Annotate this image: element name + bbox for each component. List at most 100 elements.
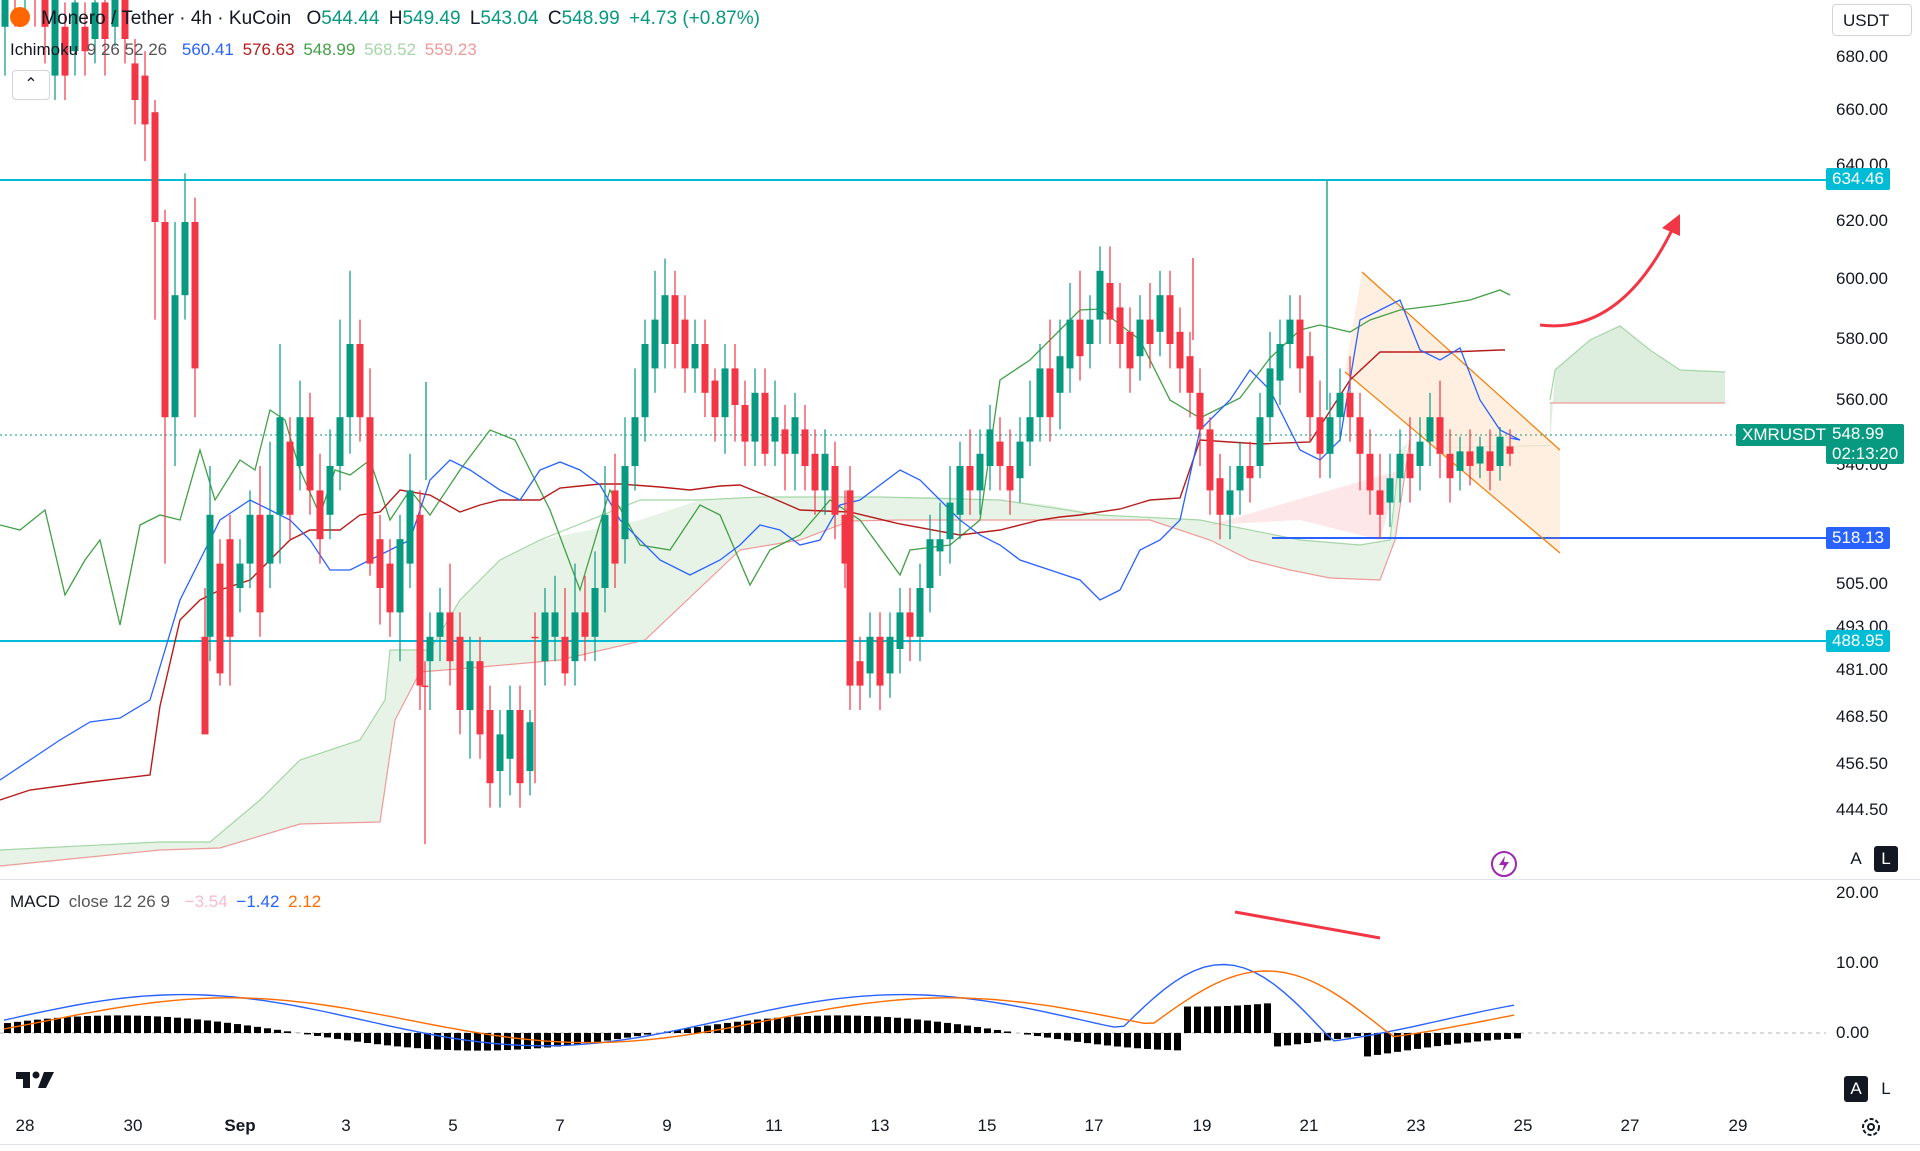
bottom-border: [0, 1144, 1920, 1145]
chikou-span: [0, 289, 1511, 626]
candle: [926, 539, 934, 588]
macd-histogram-bar: [574, 1033, 581, 1045]
candle: [641, 344, 649, 418]
currency-selector[interactable]: USDT: [1832, 4, 1912, 36]
macd-histogram-bar: [494, 1033, 501, 1051]
macd-histogram-bar: [504, 1033, 511, 1051]
gear-icon[interactable]: [1860, 1116, 1882, 1138]
macd-histogram-bar: [1284, 1033, 1291, 1046]
senkou-span-b: [644, 439, 1411, 641]
candle: [366, 417, 374, 564]
candle: [1316, 417, 1324, 454]
macd-histogram-bar: [994, 1029, 1001, 1033]
macd-histogram-bar: [1104, 1033, 1111, 1046]
candle: [821, 453, 829, 491]
candle: [1016, 441, 1024, 479]
macd-auto-button[interactable]: A: [1844, 1076, 1868, 1102]
macd-histogram-bar: [1444, 1033, 1451, 1045]
candle: [266, 514, 274, 564]
macd-histogram-bar: [24, 1020, 31, 1033]
candle: [781, 429, 789, 454]
candle: [506, 710, 514, 759]
ichimoku-value: 559.23: [424, 40, 477, 59]
macd-log-button[interactable]: L: [1881, 1079, 1891, 1098]
macd-histogram-bar: [1074, 1033, 1081, 1042]
candle: [856, 661, 864, 686]
candle: [906, 612, 914, 637]
candle: [886, 636, 894, 674]
macd-axis-label: 20.00: [1836, 883, 1879, 902]
macd-histogram-bar: [1394, 1033, 1401, 1052]
candle: [541, 612, 549, 662]
auto-scale-button[interactable]: A: [1850, 849, 1862, 868]
candle: [316, 490, 324, 540]
candle: [446, 612, 454, 662]
candle: [151, 112, 159, 222]
time-axis-label: 30: [123, 1116, 143, 1135]
kijun-sen: [0, 349, 1505, 801]
ichimoku-legend[interactable]: Ichimoku 9 26 52 26 560.41 576.63 548.99…: [10, 40, 481, 60]
candle: [1046, 368, 1054, 418]
macd-histogram-bar: [594, 1033, 601, 1042]
macd-histogram-bar: [644, 1033, 651, 1035]
macd-histogram-bar: [164, 1016, 171, 1033]
candle: [1496, 436, 1504, 466]
candle: [916, 588, 924, 637]
collapse-legend-button[interactable]: ⌃: [12, 70, 50, 100]
macd-histogram-bar: [694, 1027, 701, 1033]
candle: [1476, 446, 1484, 464]
ohlc-low-key: L: [469, 8, 481, 29]
macd-histogram-bar: [824, 1015, 831, 1033]
macd-histogram-bar: [124, 1015, 131, 1033]
time-axis-label: 9: [662, 1116, 672, 1135]
macd-histogram-bar: [344, 1033, 351, 1041]
candle: [1176, 331, 1184, 369]
macd-histogram-bar: [1024, 1033, 1031, 1035]
price-axis-label: 481.00: [1836, 660, 1888, 679]
symbol-title[interactable]: Monero / Tether · 4h · KuCoin: [41, 8, 292, 29]
macd-legend[interactable]: MACD close 12 26 9 −3.54 −1.42 2.12: [10, 892, 325, 912]
candle: [1066, 319, 1074, 369]
log-scale-button[interactable]: L: [1874, 846, 1898, 872]
macd-histogram-bar: [1374, 1033, 1381, 1055]
lightning-icon[interactable]: [1490, 850, 1518, 878]
candle: [701, 344, 709, 393]
macd-histogram-bar: [14, 1021, 21, 1033]
macd-histogram-bar: [804, 1016, 811, 1033]
candle: [336, 417, 344, 466]
macd-histogram-bar: [404, 1033, 411, 1048]
candle: [581, 612, 589, 637]
pane-separator[interactable]: [0, 879, 1920, 880]
macd-histogram-bar: [714, 1024, 721, 1033]
channel-upper: [1361, 271, 1561, 451]
macd-histogram-bar: [1154, 1033, 1161, 1050]
candle: [1346, 392, 1354, 418]
candle: [1286, 319, 1294, 344]
senkou-span-a: [0, 449, 1401, 851]
candle: [936, 539, 944, 552]
macd-histogram-bar: [1404, 1033, 1411, 1051]
candle: [276, 417, 284, 515]
candle: [1006, 466, 1014, 491]
candle: [466, 661, 474, 710]
macd-histogram-bar: [1164, 1033, 1171, 1051]
last-price-tag: 548.99 02:13:20: [1826, 424, 1905, 464]
macd-histogram-bar: [914, 1019, 921, 1033]
macd-histogram-bar: [584, 1033, 591, 1044]
candle: [1276, 344, 1284, 381]
candle: [386, 563, 394, 613]
candle: [761, 392, 769, 454]
price-axis-label: 560.00: [1836, 390, 1888, 409]
macd-histogram-bar: [134, 1015, 141, 1033]
tradingview-logo-icon[interactable]: [14, 1068, 58, 1092]
candle: [751, 392, 759, 442]
candle: [976, 453, 984, 491]
candle: [876, 636, 884, 686]
resistance-price-tag: 634.46: [1826, 168, 1890, 190]
macd-histogram-bar: [844, 1015, 851, 1033]
monero-logo-icon: [10, 7, 30, 27]
candle: [346, 344, 354, 418]
macd-histogram-bar: [1514, 1033, 1521, 1039]
candle: [986, 429, 994, 466]
